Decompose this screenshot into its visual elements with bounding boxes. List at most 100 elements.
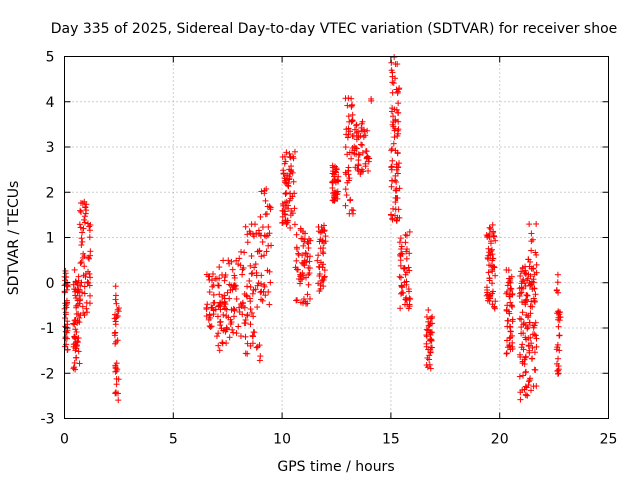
data-point: [215, 342, 222, 349]
data-point: [279, 207, 286, 214]
data-point: [490, 228, 497, 235]
data-point: [393, 161, 400, 168]
data-point: [204, 301, 211, 308]
y-tick-label: 2: [46, 185, 55, 201]
data-point: [249, 231, 256, 238]
data-point: [428, 315, 435, 322]
data-point: [553, 286, 560, 293]
data-point: [71, 317, 78, 324]
data-point: [406, 295, 413, 302]
data-point: [226, 334, 233, 341]
data-point: [70, 341, 77, 348]
data-point: [556, 332, 563, 339]
data-point: [75, 286, 82, 293]
data-point: [519, 309, 526, 316]
data-point: [286, 197, 293, 204]
data-point: [216, 275, 223, 282]
y-tick-label: 4: [46, 95, 55, 111]
data-point: [529, 344, 536, 351]
data-point: [363, 155, 370, 162]
data-point: [252, 261, 259, 268]
data-point: [507, 275, 514, 282]
data-point: [244, 231, 251, 238]
data-point: [555, 323, 562, 330]
data-point: [504, 317, 511, 324]
data-point: [317, 259, 324, 266]
data-point: [230, 329, 237, 336]
data-point: [223, 326, 230, 333]
data-point: [402, 296, 409, 303]
data-point: [226, 281, 233, 288]
data-point: [520, 372, 527, 379]
data-point: [260, 288, 267, 295]
data-point: [251, 264, 258, 271]
data-point: [489, 280, 496, 287]
data-point: [528, 230, 535, 237]
data-point: [394, 150, 401, 157]
data-point: [394, 90, 401, 97]
data-point: [531, 349, 538, 356]
data-point: [426, 356, 433, 363]
data-point: [81, 312, 88, 319]
data-point: [240, 303, 247, 310]
data-point: [220, 327, 227, 334]
data-point: [231, 306, 238, 313]
data-point: [395, 130, 402, 137]
data-point: [555, 308, 562, 315]
data-point: [517, 272, 524, 279]
data-point: [258, 253, 265, 260]
data-point: [83, 299, 90, 306]
data-point: [491, 304, 498, 311]
data-point: [358, 141, 365, 148]
data-point: [115, 305, 122, 312]
data-point: [84, 279, 91, 286]
data-point: [529, 236, 536, 243]
data-point: [506, 342, 513, 349]
data-point: [397, 262, 404, 269]
data-point: [284, 219, 291, 226]
data-point: [358, 166, 365, 173]
data-point: [258, 280, 265, 287]
data-point: [208, 323, 215, 330]
x-tick-label: 0: [60, 432, 69, 448]
data-point: [78, 242, 85, 249]
data-point: [354, 166, 361, 173]
data-point: [256, 248, 263, 255]
data-point: [426, 322, 433, 329]
data-point: [78, 208, 85, 215]
data-point: [427, 349, 434, 356]
data-point: [388, 211, 395, 218]
data-point: [281, 175, 288, 182]
data-point: [532, 249, 539, 256]
data-point: [362, 163, 369, 170]
data-point: [527, 303, 534, 310]
data-point: [404, 301, 411, 308]
data-point: [87, 248, 94, 255]
data-point: [388, 145, 395, 152]
data-point: [353, 129, 360, 136]
data-point: [230, 313, 237, 320]
data-point: [87, 274, 94, 281]
data-point: [229, 326, 236, 333]
data-point: [391, 212, 398, 219]
data-point: [394, 170, 401, 177]
data-point: [555, 366, 562, 373]
data-point: [75, 348, 82, 355]
data-point: [237, 333, 244, 340]
data-point: [488, 246, 495, 253]
data-point: [80, 225, 87, 232]
data-point: [215, 330, 222, 337]
data-point: [242, 350, 249, 357]
data-point: [351, 147, 358, 154]
data-point: [78, 235, 85, 242]
data-point: [345, 171, 352, 178]
data-point: [553, 346, 560, 353]
data-point: [396, 85, 403, 92]
data-point: [242, 316, 249, 323]
data-point: [319, 226, 326, 233]
data-point: [489, 290, 496, 297]
data-point: [425, 322, 432, 329]
data-point: [522, 369, 529, 376]
data-point: [300, 295, 307, 302]
data-point: [484, 233, 491, 240]
